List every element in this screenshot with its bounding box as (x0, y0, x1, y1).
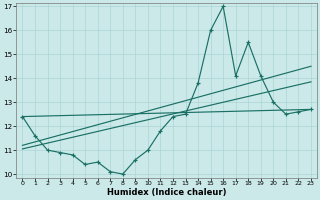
X-axis label: Humidex (Indice chaleur): Humidex (Indice chaleur) (107, 188, 227, 197)
